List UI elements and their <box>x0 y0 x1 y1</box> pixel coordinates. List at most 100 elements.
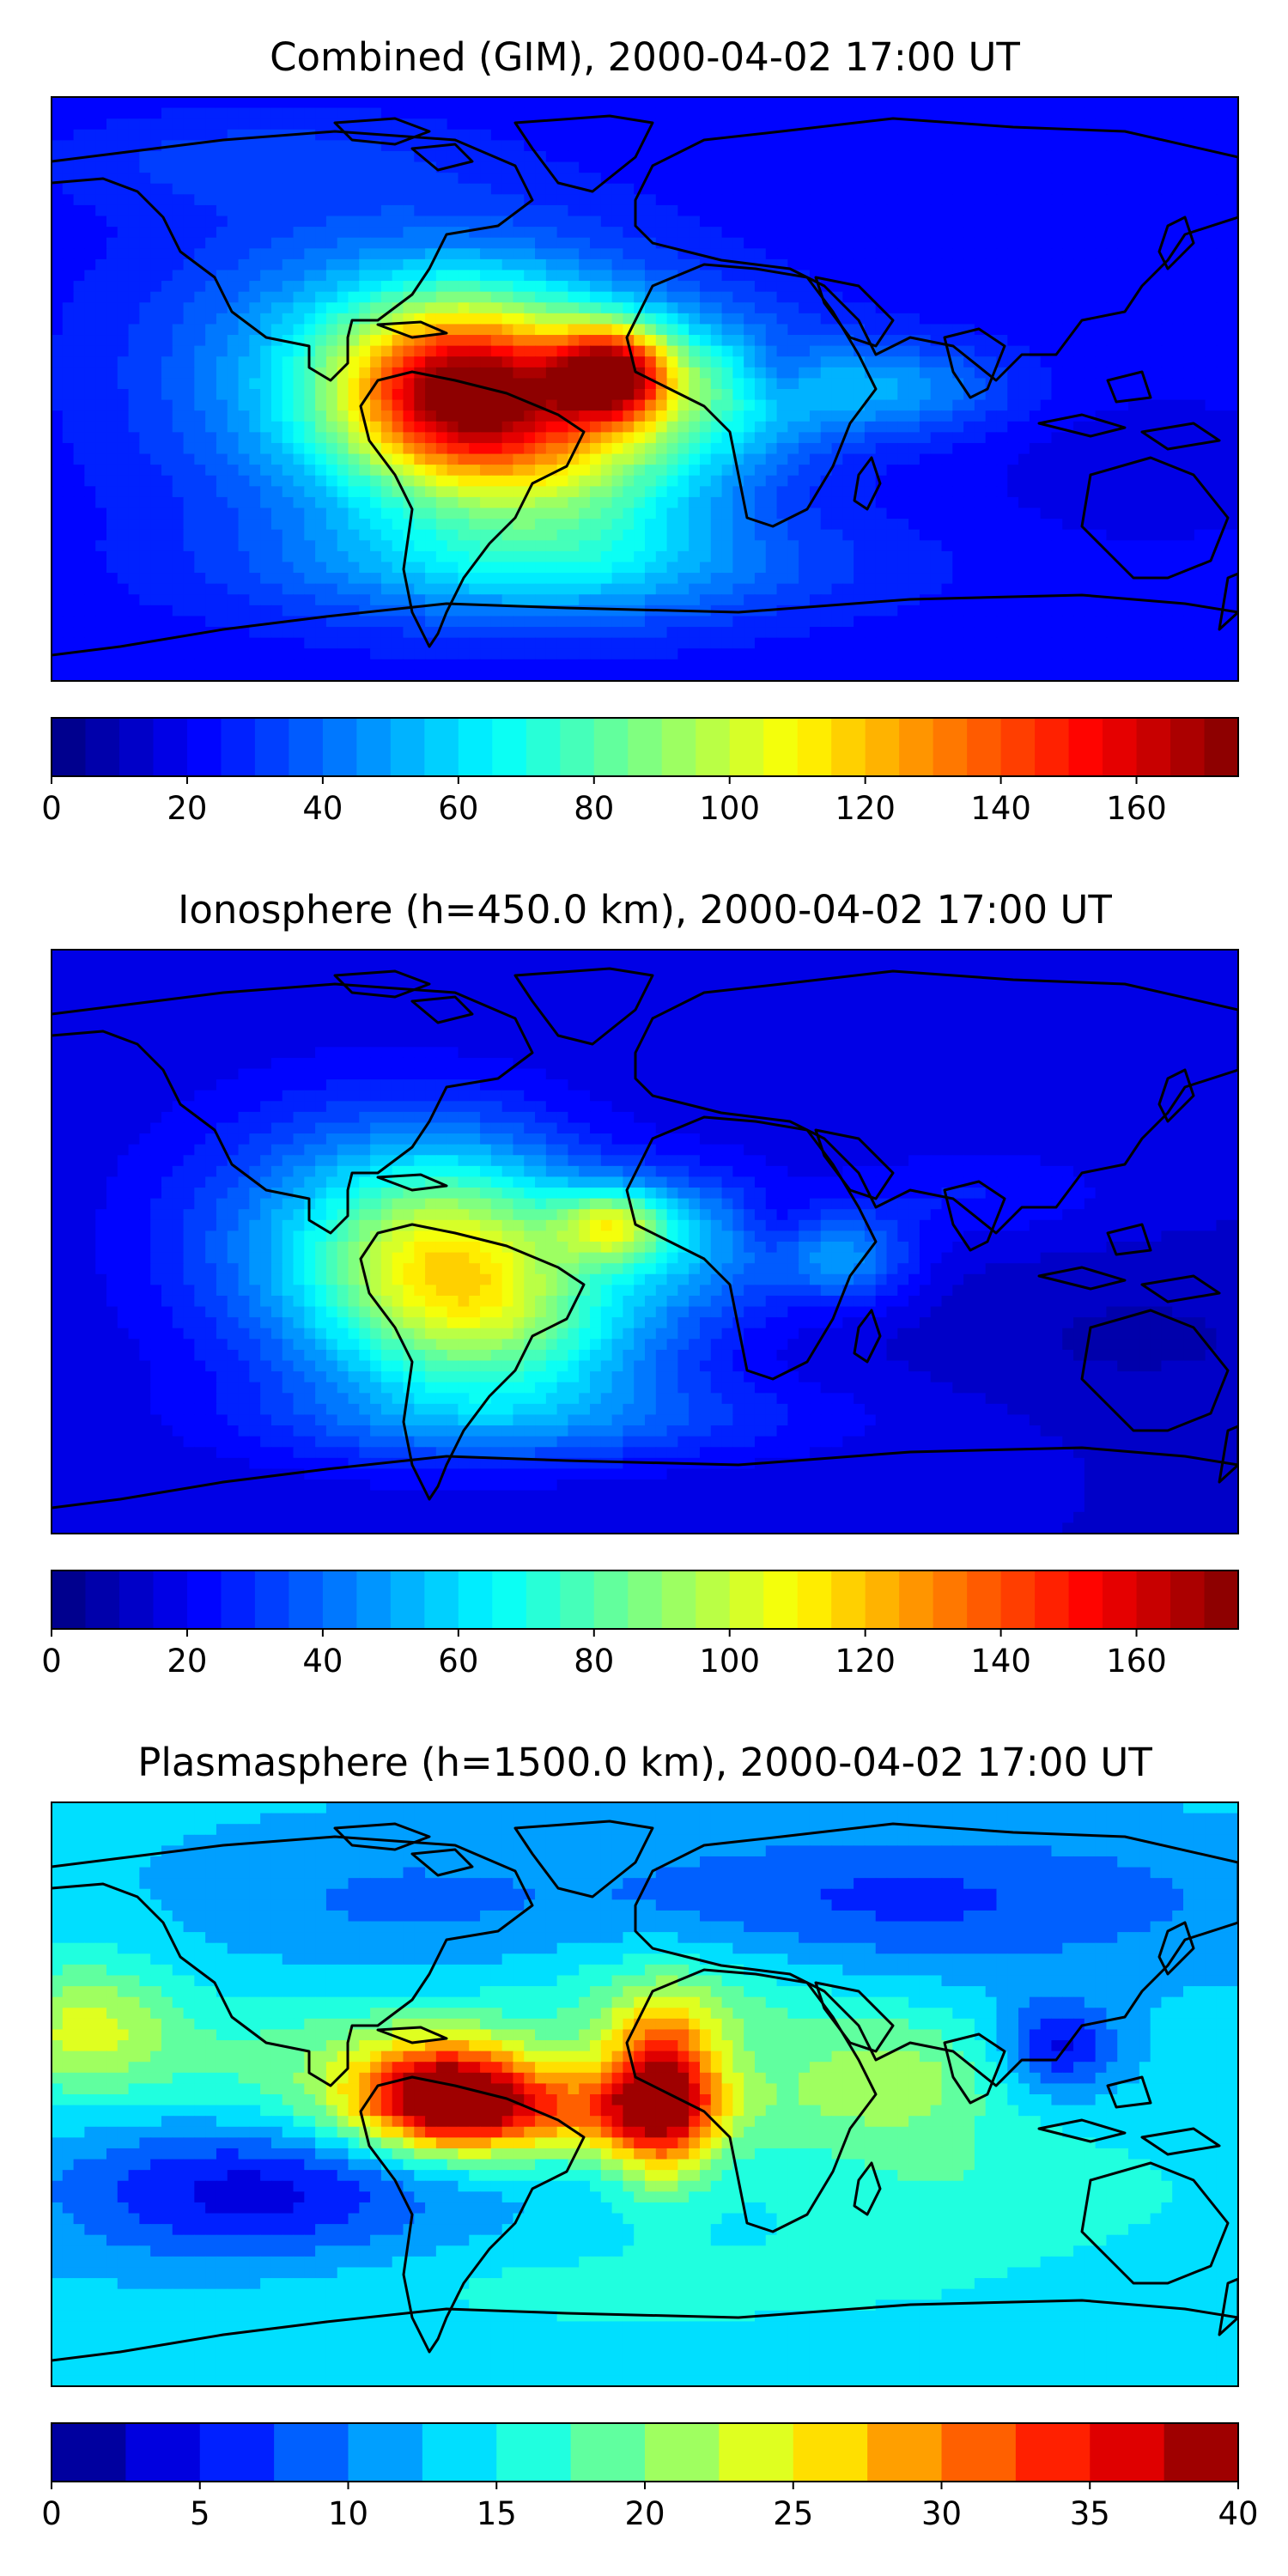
heatmap-cell <box>1194 97 1206 109</box>
heatmap-cell <box>1227 345 1238 357</box>
heatmap-cell <box>52 194 64 206</box>
heatmap-cell <box>337 421 349 433</box>
heatmap-cell <box>820 129 833 141</box>
heatmap-cell <box>1029 389 1042 401</box>
heatmap-cell <box>359 496 371 509</box>
heatmap-cell <box>62 507 75 519</box>
heatmap-cell <box>1040 496 1053 509</box>
heatmap-cell <box>425 291 437 303</box>
heatmap-cell <box>513 540 525 552</box>
heatmap-cell <box>919 281 932 293</box>
heatmap-cell <box>73 496 85 509</box>
heatmap-cell <box>1084 140 1097 152</box>
heatmap-cell <box>84 507 96 519</box>
heatmap-cell <box>1073 204 1085 217</box>
heatmap-cell <box>447 432 459 444</box>
heatmap-cell <box>1194 367 1206 379</box>
heatmap-cell <box>414 324 426 336</box>
heatmap-cell <box>623 107 635 119</box>
heatmap-cell <box>908 465 920 477</box>
heatmap-cell <box>787 216 799 228</box>
heatmap-cell <box>513 335 525 347</box>
heatmap-cell <box>974 129 987 141</box>
heatmap-cell <box>655 356 668 368</box>
heatmap-cell <box>469 302 481 314</box>
heatmap-cell <box>1106 540 1118 552</box>
heatmap-cell <box>1051 183 1063 195</box>
heatmap-cell <box>1150 583 1163 595</box>
heatmap-cell <box>172 270 185 282</box>
heatmap-cell <box>941 173 953 185</box>
heatmap-cell <box>919 529 932 541</box>
heatmap-cell <box>809 475 822 487</box>
heatmap-cell <box>1183 302 1195 314</box>
heatmap-cell <box>623 410 635 422</box>
heatmap-cell <box>62 204 75 217</box>
heatmap-cell <box>425 453 437 465</box>
heatmap-cell <box>799 519 811 531</box>
heatmap-cell <box>645 183 657 195</box>
heatmap-cell <box>820 573 833 585</box>
heatmap-cell <box>699 324 712 336</box>
heatmap-cell <box>820 237 833 249</box>
heatmap-cell <box>1216 367 1228 379</box>
heatmap-cell <box>480 356 492 368</box>
heatmap-cell <box>744 519 756 531</box>
heatmap-cell <box>458 118 470 131</box>
heatmap-cell <box>744 562 756 574</box>
heatmap-cell <box>952 442 964 455</box>
heatmap-cell <box>732 389 744 401</box>
heatmap-cell <box>645 519 657 531</box>
heatmap-cell <box>414 453 426 465</box>
heatmap-cell <box>1150 150 1163 163</box>
heatmap-cell <box>249 161 261 173</box>
heatmap-cell <box>260 204 272 217</box>
heatmap-cell <box>1128 421 1140 433</box>
heatmap-cell <box>623 378 635 390</box>
heatmap-cell <box>941 421 953 433</box>
heatmap-cell <box>721 291 733 303</box>
heatmap-cell <box>117 345 130 357</box>
heatmap-cell <box>84 410 96 422</box>
heatmap-cell <box>1106 150 1118 163</box>
heatmap-cell <box>744 107 756 119</box>
heatmap-cell <box>227 150 240 163</box>
heatmap-cell <box>325 237 338 249</box>
heatmap-cell <box>282 486 295 498</box>
heatmap-cell <box>908 410 920 422</box>
heatmap-cell <box>710 410 723 422</box>
heatmap-cell <box>458 496 470 509</box>
heatmap-cell <box>117 258 130 271</box>
heatmap-cell <box>787 550 799 563</box>
heatmap-cell <box>524 291 536 303</box>
heatmap-cell <box>600 97 613 109</box>
heatmap-cell <box>524 129 536 141</box>
heatmap-cell <box>1095 173 1108 185</box>
heatmap-cell <box>139 367 151 379</box>
heatmap-cell <box>524 173 536 185</box>
heatmap-cell <box>304 173 316 185</box>
heatmap-cell <box>721 562 733 574</box>
heatmap-cell <box>1172 161 1184 173</box>
heatmap-cell <box>458 421 470 433</box>
heatmap-cell <box>820 150 833 163</box>
heatmap-cell <box>897 421 909 433</box>
heatmap-cell <box>128 486 140 498</box>
heatmap-cell <box>535 453 547 465</box>
heatmap-cell <box>490 313 503 325</box>
heatmap-cell <box>556 129 569 141</box>
heatmap-cell <box>128 389 140 401</box>
heatmap-cell <box>854 389 866 401</box>
heatmap-cell <box>689 540 701 552</box>
heatmap-cell <box>73 270 85 282</box>
heatmap-cell <box>194 194 206 206</box>
heatmap-cell <box>1106 475 1118 487</box>
heatmap-cell <box>842 237 854 249</box>
heatmap-cell <box>831 335 843 347</box>
heatmap-cell <box>590 573 602 585</box>
heatmap-cell <box>490 367 503 379</box>
heatmap-cell <box>1029 550 1042 563</box>
heatmap-cell <box>842 194 854 206</box>
heatmap-cell <box>1007 507 1019 519</box>
heatmap-cell <box>854 248 866 260</box>
